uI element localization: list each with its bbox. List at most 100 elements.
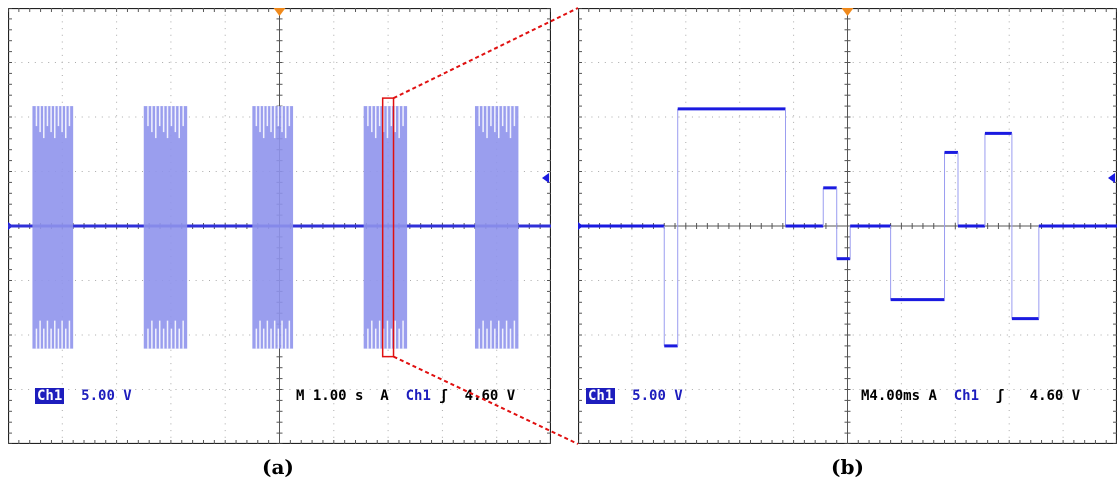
trigger-source-a: Ch1: [405, 388, 431, 404]
burst-notch-top: [174, 106, 177, 133]
burst-notch-bottom: [68, 320, 71, 349]
timebase-b: M4.00ms: [861, 388, 921, 404]
burst-notch-bottom: [277, 328, 280, 349]
burst-notch-bottom: [371, 320, 373, 349]
burst-notch-top: [266, 106, 269, 127]
burst-notch-bottom: [490, 320, 492, 349]
burst-notch-top: [166, 106, 169, 139]
burst-notch-top: [162, 106, 165, 133]
burst-notch-top: [158, 106, 161, 127]
burst-notch-top: [262, 106, 265, 139]
burst-notch-top: [273, 106, 276, 139]
burst-notch-bottom: [273, 320, 276, 349]
burst-notch-top: [54, 106, 56, 139]
burst-notch-bottom: [57, 328, 60, 349]
burst-notch-top: [259, 106, 261, 133]
burst-notch-top: [284, 106, 287, 139]
burst-notch-top: [46, 106, 49, 127]
burst-notch-bottom: [151, 320, 153, 349]
burst-notch-top: [382, 106, 385, 133]
burst-notch-bottom: [43, 328, 45, 349]
burst-notch-bottom: [54, 320, 56, 349]
burst-5: [474, 106, 519, 349]
oscilloscope-panel-a: Ch1 5.00 V M 1.00 s A Ch1 ʃ 4.60 V: [8, 8, 551, 444]
burst-notch-bottom: [266, 320, 269, 349]
burst-notch-bottom: [50, 328, 52, 349]
burst-notch-top: [505, 106, 508, 133]
burst-notch-bottom: [35, 328, 38, 349]
burst-notch-top: [371, 106, 373, 133]
burst-notch-top: [50, 106, 52, 133]
ch1-scale-b: Ch1 5.00 V: [586, 388, 683, 404]
burst-notch-bottom: [255, 328, 258, 349]
scope-a-trigger-position-icon: [273, 8, 286, 16]
burst-notch-bottom: [478, 328, 480, 349]
burst-notch-bottom: [162, 328, 165, 349]
burst-1: [32, 106, 74, 349]
burst-notch-top: [482, 106, 484, 133]
burst-notch-top: [277, 106, 280, 127]
burst-notch-bottom: [402, 320, 404, 349]
burst-notch-top: [367, 106, 369, 127]
burst-notch-bottom: [288, 320, 291, 349]
burst-notch-bottom: [505, 320, 508, 349]
burst-notch-bottom: [398, 328, 400, 349]
volts-per-div-a: 5.00 V: [81, 388, 132, 404]
burst-notch-top: [378, 106, 381, 127]
burst-notch-bottom: [270, 328, 272, 349]
burst-notch-top: [498, 106, 500, 139]
burst-notch-top: [147, 106, 149, 127]
burst-notch-bottom: [158, 320, 161, 349]
burst-notch-bottom: [394, 320, 397, 349]
burst-notch-top: [513, 106, 516, 127]
ch1-tag-a: Ch1: [35, 388, 65, 404]
trigger-slope-icon-b: ʃ: [995, 388, 1005, 404]
burst-notch-bottom: [39, 320, 41, 349]
caption-b: (b): [831, 455, 864, 479]
zoom-marker-box: [381, 97, 395, 358]
oscilloscope-panel-b: Ch1 5.00 V M4.00ms A Ch1 ʃ 4.60 V: [578, 8, 1117, 444]
scope-a-plot: [8, 8, 551, 444]
ch1-scale-a: Ch1 5.00 V: [35, 388, 132, 404]
burst-notch-bottom: [390, 328, 393, 349]
zoom-connector-bottom: [393, 355, 579, 445]
burst-notch-bottom: [178, 328, 181, 349]
burst-notch-top: [486, 106, 488, 139]
burst-notch-bottom: [174, 320, 177, 349]
burst-notch-bottom: [374, 328, 377, 349]
burst-notch-top: [398, 106, 400, 139]
ch1-tag-b: Ch1: [586, 388, 616, 404]
burst-notch-top: [509, 106, 512, 139]
burst-notch-bottom: [482, 320, 484, 349]
burst-2: [143, 106, 188, 349]
burst-notch-bottom: [61, 320, 63, 349]
timebase-trigger-b: M4.00ms A Ch1 ʃ 4.60 V: [861, 388, 1080, 404]
burst-notch-top: [39, 106, 41, 133]
trigger-level-a: 4.60 V: [464, 388, 516, 404]
timebase-a: M 1.00 s: [296, 388, 364, 404]
burst-notch-top: [61, 106, 63, 133]
burst-notch-top: [478, 106, 480, 127]
burst-notch-top: [494, 106, 496, 133]
burst-notch-top: [501, 106, 504, 127]
scope-b-trigger-level-icon: [1108, 173, 1115, 184]
burst-notch-bottom: [284, 328, 287, 349]
burst-notch-bottom: [382, 328, 385, 349]
burst-notch-bottom: [494, 328, 496, 349]
burst-notch-bottom: [386, 320, 389, 349]
zoom-connector-top: [393, 7, 579, 99]
burst-notch-top: [490, 106, 492, 127]
burst-notch-bottom: [170, 328, 173, 349]
scope-b-plot: [578, 8, 1117, 444]
burst-notch-top: [390, 106, 393, 127]
trigger-level-b: 4.60 V: [1029, 388, 1081, 404]
trigger-slope-icon-a: ʃ: [439, 388, 448, 404]
burst-notch-bottom: [65, 328, 67, 349]
burst-notch-bottom: [46, 320, 49, 349]
scope-b-trigger-position-icon: [841, 8, 854, 16]
burst-notch-top: [288, 106, 291, 127]
burst-notch-bottom: [501, 328, 504, 349]
burst-notch-top: [43, 106, 45, 139]
timebase-trigger-a: M 1.00 s A Ch1 ʃ 4.60 V: [296, 388, 515, 404]
